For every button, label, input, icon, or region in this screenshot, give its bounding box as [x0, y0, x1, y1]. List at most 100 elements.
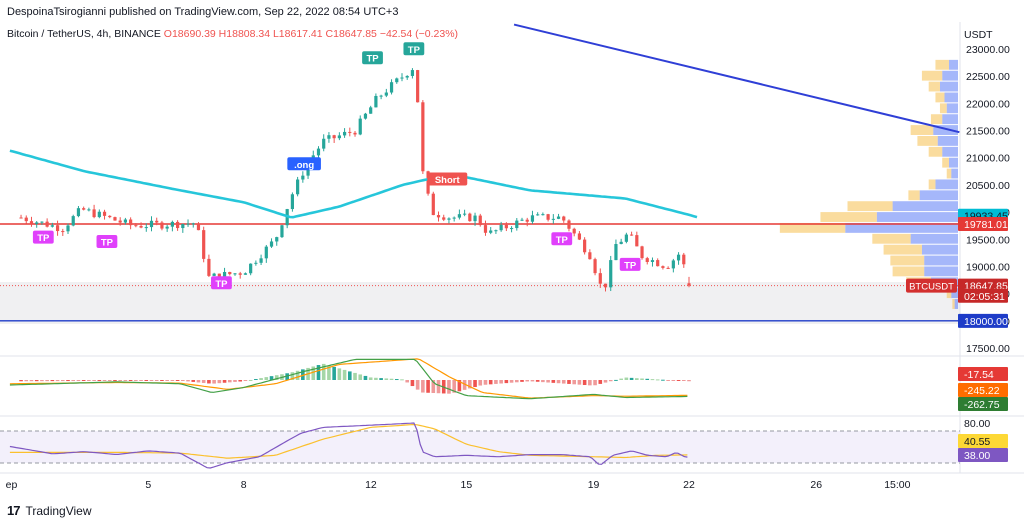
tp-marker-label: TP — [366, 54, 379, 65]
volume-profile-bar-up — [892, 266, 925, 277]
volume-profile-bar-up — [908, 190, 920, 201]
macd-histogram-bar — [572, 380, 576, 385]
macd-histogram-bar — [327, 365, 331, 380]
candle-body — [316, 148, 321, 156]
volume-profile-bar-down — [951, 168, 958, 179]
tp-marker-box — [96, 234, 118, 248]
candle-body — [661, 266, 665, 268]
candle-body — [389, 82, 394, 93]
volume-profile-bar-up — [890, 255, 925, 266]
macd-histogram-bar — [593, 380, 597, 386]
candle-body — [87, 209, 91, 211]
price-axis-label-box — [958, 288, 1008, 303]
macd-histogram-bar — [473, 380, 477, 387]
macd-histogram-bar — [316, 365, 321, 380]
candle-body — [509, 228, 514, 230]
macd-histogram-bar — [269, 376, 274, 380]
macd-histogram-bar — [295, 370, 300, 380]
macd-histogram-bar — [567, 380, 571, 384]
candle-body — [348, 131, 352, 133]
price-axis-label: -262.75 — [958, 397, 1008, 411]
candle-body — [536, 214, 540, 216]
candle-body — [233, 273, 237, 275]
candle-body — [603, 283, 608, 288]
tradingview-brand: TradingView — [25, 503, 92, 518]
price-axis-label: -245.22 — [958, 383, 1008, 397]
macd-histogram-bar — [342, 369, 347, 380]
macd-histogram-bar — [514, 380, 519, 383]
candle-body — [50, 225, 54, 227]
time-tick-label: 26 — [810, 479, 822, 491]
macd-histogram-bar — [29, 380, 34, 382]
volume-profile-bar-down — [845, 222, 958, 233]
candle-body — [442, 217, 446, 220]
tp-marker[interactable]: TP — [403, 42, 425, 56]
candle-body — [583, 239, 587, 253]
tp-marker[interactable]: TP — [362, 51, 383, 65]
candle-body — [379, 95, 383, 97]
candles — [19, 68, 691, 292]
candle-body — [577, 233, 582, 240]
tp-marker[interactable]: TP — [619, 257, 641, 272]
rsi-ma-line[interactable] — [9, 423, 688, 459]
price-tick-label: 17500.00 — [966, 343, 1010, 355]
macd-histogram-bar — [353, 372, 357, 380]
macd-histogram-bar — [379, 378, 383, 380]
macd-histogram-bar — [614, 379, 618, 381]
macd-histogram-bar — [509, 380, 514, 383]
volume-profile-bar-down — [924, 266, 958, 277]
symbol-name[interactable]: Bitcoin / TetherUS, 4h, BINANCE — [7, 28, 161, 40]
tp-marker-label: TP — [556, 235, 569, 246]
macd-histogram-bar — [201, 380, 206, 383]
candle-body — [186, 223, 190, 225]
macd-histogram-bar — [452, 380, 456, 393]
macd-histogram-bar — [499, 380, 503, 384]
macd-histogram-bar — [661, 379, 665, 381]
macd-histogram-bar — [410, 380, 415, 387]
candle-body — [228, 271, 232, 275]
tp-marker[interactable]: TP — [96, 234, 118, 249]
macd-histogram-bar — [389, 378, 394, 380]
tp-marker[interactable]: TP — [32, 230, 54, 245]
candle-body — [76, 208, 81, 217]
price-axis-label: 80.00 — [964, 418, 990, 430]
candle-body — [520, 219, 524, 221]
macd-histogram-bar — [426, 380, 430, 393]
moving-average-line[interactable] — [9, 149, 698, 219]
macd-histogram-bar — [274, 375, 279, 380]
macd-histogram-bar — [102, 380, 107, 381]
candle-body — [546, 214, 550, 220]
volume-profile-bar-up — [910, 125, 934, 135]
volume-profile-bar-down — [921, 244, 958, 255]
macd-histogram-bar — [384, 378, 389, 380]
symbol-tag[interactable]: BTCUSDT — [906, 278, 957, 293]
candle-body — [118, 220, 122, 223]
macd-histogram-bar — [556, 380, 561, 384]
tp-marker-label: TP — [215, 279, 228, 290]
candle-body — [515, 220, 519, 229]
tp-marker[interactable]: TP — [551, 232, 573, 246]
macd-histogram-bar — [222, 380, 227, 383]
long-marker[interactable]: .ong — [287, 157, 321, 171]
trend-line[interactable] — [513, 23, 960, 134]
macd-histogram-bar — [582, 380, 587, 386]
macd-histogram-bar — [285, 373, 289, 380]
short-marker[interactable]: Short — [427, 172, 468, 186]
candle-body — [113, 217, 117, 221]
macd-histogram-bar — [551, 380, 556, 383]
rsi-line[interactable] — [9, 422, 688, 469]
macd-histogram-bar — [227, 380, 232, 383]
macd-histogram-bar — [128, 380, 133, 381]
candle-body — [614, 244, 618, 261]
macd-histogram-bar — [415, 380, 420, 390]
tp-marker[interactable]: TP — [211, 276, 232, 290]
candle-body — [556, 216, 561, 219]
macd-histogram-bar — [134, 380, 138, 381]
macd-histogram-bar — [45, 380, 49, 382]
macd-histogram-bar — [624, 377, 629, 380]
tradingview-footer[interactable]: 17 TradingView — [7, 503, 92, 518]
macd-histogram-bar — [290, 372, 295, 380]
macd-line[interactable] — [9, 358, 688, 400]
tp-marker-label: TP — [624, 260, 637, 271]
